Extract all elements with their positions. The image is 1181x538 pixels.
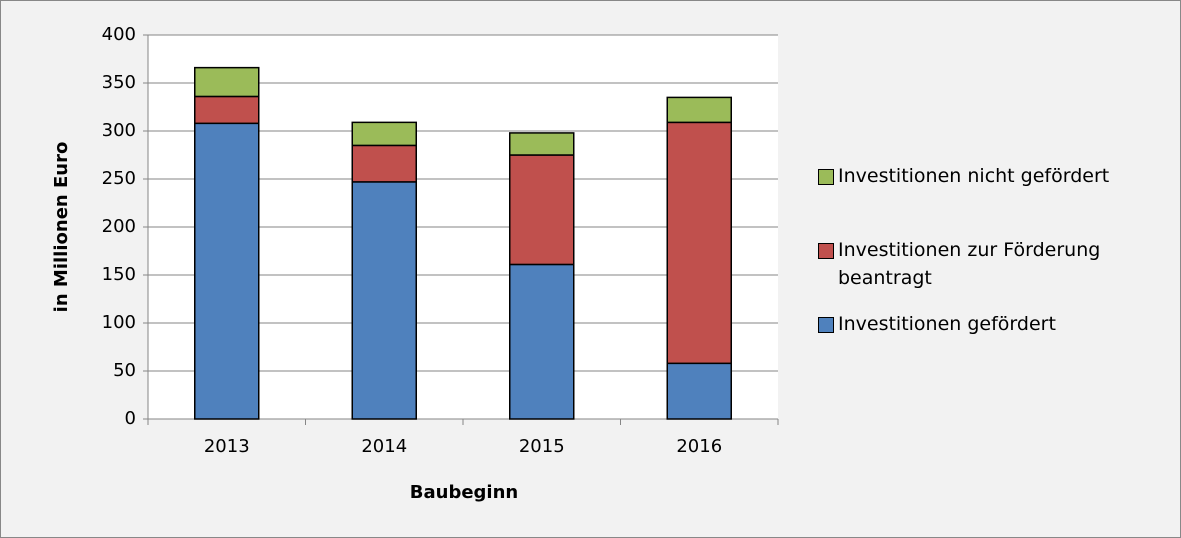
bar-segment [666,362,732,420]
legend-item: Investitionen zur Förderung beantragt [818,236,1158,310]
legend-swatch [818,243,834,259]
legend-item: Investitionen gefördert [818,310,1158,384]
legend-label: Investitionen zur Förderung beantragt [838,239,1101,289]
bar-segment [509,263,575,420]
bar-segment [509,154,575,266]
y-tick-label: 0 [125,408,136,429]
y-tick-label: 100 [102,312,136,333]
bar-segment [351,121,417,147]
y-tick-label: 150 [102,264,136,285]
legend-label: Investitionen nicht gefördert [838,165,1110,187]
y-tick-label: 400 [102,24,136,45]
bar-segment [666,96,732,124]
legend-swatch [818,317,834,333]
x-axis-title: Baubeginn [410,482,518,503]
y-tick-label: 350 [102,72,136,93]
bar-segment [194,122,260,420]
x-tick-label: 2015 [519,436,565,457]
bar-segment [194,95,260,125]
bar-segment [509,132,575,156]
x-tick-label: 2013 [204,436,250,457]
bar-segment [351,181,417,420]
bar-segment [194,66,260,98]
y-tick-label: 250 [102,168,136,189]
x-tick-label: 2016 [676,436,722,457]
y-tick-label: 300 [102,120,136,141]
legend-label: Investitionen gefördert [838,313,1056,335]
y-axis-title: in Millionen Euro [51,142,72,313]
bar-segment [666,121,732,365]
legend-swatch [818,169,834,185]
legend-item: Investitionen nicht gefördert [818,162,1158,236]
bar-segment [351,144,417,183]
y-tick-label: 200 [102,216,136,237]
x-tick-label: 2014 [361,436,407,457]
legend: Investitionen nicht gefördert Investition… [818,162,1158,384]
y-tick-label: 50 [113,360,136,381]
